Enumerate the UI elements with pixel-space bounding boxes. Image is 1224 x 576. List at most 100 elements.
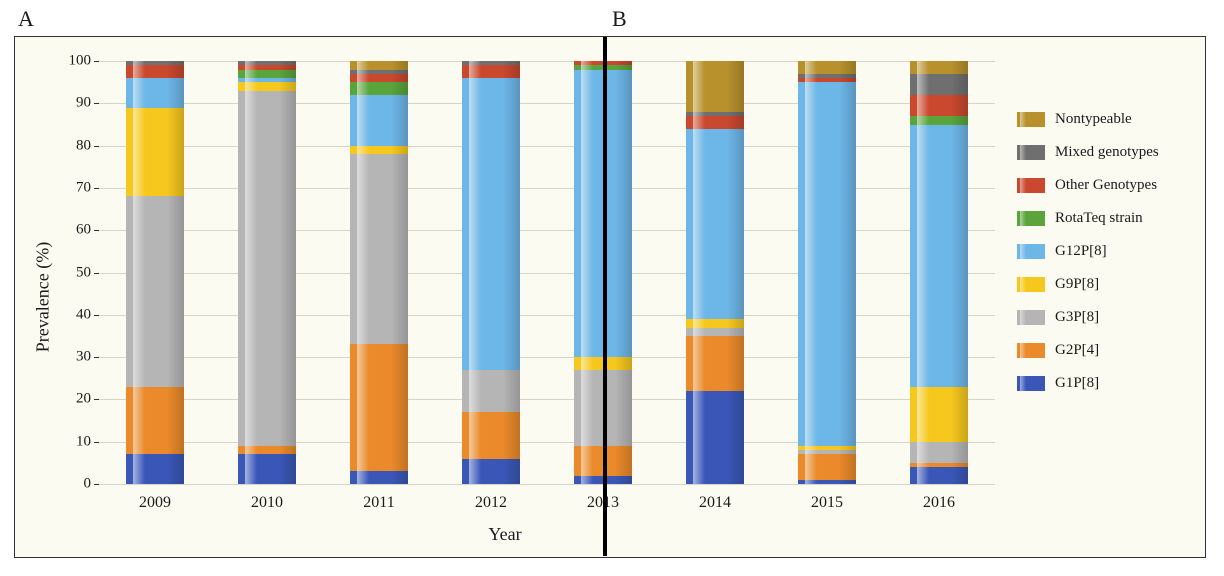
stacked-bar (126, 61, 184, 484)
legend-swatch (1017, 244, 1045, 259)
legend-label: G12P[8] (1055, 243, 1107, 260)
bar-slot: 2010 (211, 61, 323, 484)
x-tick-label: 2010 (251, 494, 283, 512)
x-tick-label: 2014 (699, 494, 731, 512)
bar-segment-g9p8 (910, 387, 968, 442)
bar-segment-other (350, 74, 408, 82)
bar-segment-mixed (238, 61, 296, 65)
bar-segment-g3p8 (798, 450, 856, 454)
bar-segment-mixed (126, 61, 184, 65)
bar-slot: 2012 (435, 61, 547, 484)
legend-item-rotateq: RotaTeq strain (1017, 210, 1187, 227)
bar-segment-mixed (462, 61, 520, 65)
legend-item-g2p4: G2P[4] (1017, 342, 1187, 359)
chart-frame: Prevalence (%) 0102030405060708090100200… (14, 36, 1206, 558)
legend-label: Nontypeable (1055, 111, 1132, 128)
legend-swatch (1017, 343, 1045, 358)
y-tick-mark (94, 484, 99, 485)
x-tick-label: 2016 (923, 494, 955, 512)
bar-segment-other (126, 65, 184, 78)
bar-segment-mixed (910, 74, 968, 95)
legend-swatch (1017, 310, 1045, 325)
panel-label-a: A (18, 6, 34, 32)
bar-segment-g2p4 (686, 336, 744, 391)
stacked-bar (238, 61, 296, 484)
bar-segment-g12p8 (238, 78, 296, 82)
legend-label: G1P[8] (1055, 375, 1099, 392)
bar-segment-other (462, 65, 520, 78)
bar-slot: 2014 (659, 61, 771, 484)
bar-segment-g2p4 (126, 387, 184, 455)
bar-segment-other (798, 78, 856, 82)
stacked-bar (462, 61, 520, 484)
bar-segment-g1p8 (910, 467, 968, 484)
bar-segment-g9p8 (238, 82, 296, 90)
bar-segment-g1p8 (686, 391, 744, 484)
legend-label: Mixed genotypes (1055, 144, 1159, 161)
bar-segment-nontypeable (798, 61, 856, 74)
legend-label: RotaTeq strain (1055, 210, 1143, 227)
x-tick-label: 2015 (811, 494, 843, 512)
bar-segment-g12p8 (686, 129, 744, 319)
panel-divider (603, 37, 607, 556)
legend-swatch (1017, 211, 1045, 226)
bar-segment-g3p8 (686, 328, 744, 336)
figure: A B Prevalence (%) 010203040506070809010… (0, 0, 1224, 576)
legend-swatch (1017, 178, 1045, 193)
bar-segment-nontypeable (686, 61, 744, 112)
bar-segment-g2p4 (910, 463, 968, 467)
legend-item-mixed: Mixed genotypes (1017, 144, 1187, 161)
bar-segment-other (686, 116, 744, 129)
legend: Nontypeable Mixed genotypes Other Genotype… (1017, 95, 1187, 408)
stacked-bar (910, 61, 968, 484)
bar-segment-rotateq (910, 116, 968, 124)
y-axis-label: Prevalence (%) (33, 242, 54, 352)
legend-item-other: Other Genotypes (1017, 177, 1187, 194)
bar-segment-other (238, 65, 296, 69)
bar-segment-rotateq (350, 82, 408, 95)
bar-segment-g1p8 (126, 454, 184, 484)
panel-label-b: B (612, 6, 627, 32)
bar-segment-g9p8 (350, 146, 408, 154)
bar-slot: 2016 (883, 61, 995, 484)
bar-segment-g1p8 (798, 480, 856, 484)
x-tick-label: 2009 (139, 494, 171, 512)
stacked-bar (686, 61, 744, 484)
legend-label: Other Genotypes (1055, 177, 1157, 194)
bar-segment-mixed (350, 70, 408, 74)
stacked-bar (350, 61, 408, 484)
bar-segment-g9p8 (686, 319, 744, 327)
bar-segment-nontypeable (910, 61, 968, 74)
plot-area: 0102030405060708090100200920102011201220… (99, 61, 995, 485)
x-tick-label: 2011 (363, 494, 394, 512)
bar-segment-g9p8 (126, 108, 184, 197)
bar-segment-g12p8 (350, 95, 408, 146)
bar-slot: 2009 (99, 61, 211, 484)
legend-label: G2P[4] (1055, 342, 1099, 359)
legend-item-g12p8: G12P[8] (1017, 243, 1187, 260)
x-axis-label: Year (15, 524, 995, 545)
legend-swatch (1017, 112, 1045, 127)
bar-segment-nontypeable (350, 61, 408, 69)
bar-segment-g3p8 (910, 442, 968, 463)
stacked-bar (798, 61, 856, 484)
legend-label: G9P[8] (1055, 276, 1099, 293)
bar-segment-g2p4 (238, 446, 296, 454)
bar-segment-g1p8 (238, 454, 296, 484)
bar-segment-g12p8 (126, 78, 184, 108)
x-tick-label: 2012 (475, 494, 507, 512)
bar-segment-g2p4 (798, 454, 856, 479)
legend-swatch (1017, 145, 1045, 160)
bar-segment-g2p4 (462, 412, 520, 459)
bar-slot: 2011 (323, 61, 435, 484)
bar-segment-g2p4 (350, 344, 408, 471)
bar-segment-g3p8 (462, 370, 520, 412)
bar-segment-g3p8 (238, 91, 296, 446)
bar-segment-rotateq (238, 70, 296, 78)
bar-slot: 2015 (771, 61, 883, 484)
legend-swatch (1017, 376, 1045, 391)
bar-segment-g12p8 (910, 125, 968, 387)
bar-segment-g3p8 (350, 154, 408, 344)
bar-segment-other (910, 95, 968, 116)
bar-segment-g12p8 (798, 82, 856, 446)
